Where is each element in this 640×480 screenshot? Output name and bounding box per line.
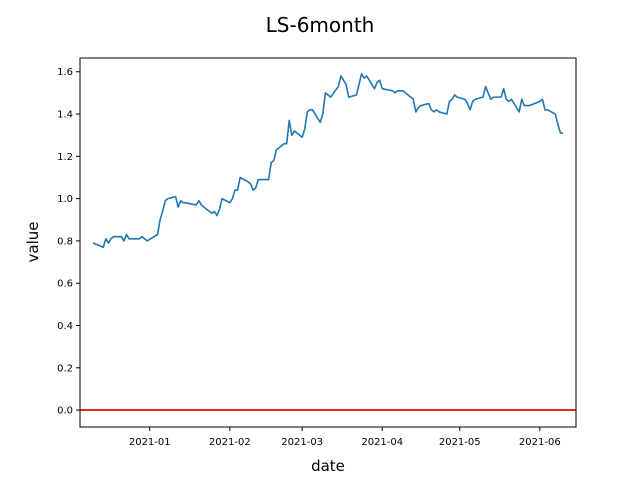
y-tick-label: 0.8: [57, 236, 73, 247]
chart-title: LS-6month: [266, 13, 375, 37]
y-tick-label: 1.4: [57, 110, 73, 121]
x-tick-label: 2021-06: [519, 437, 561, 448]
y-tick-label: 1.6: [57, 67, 73, 78]
plot-area: [80, 73, 576, 411]
x-axis: 2021-01 2021-02 2021-03 2021-04 2021-05 2021-…: [129, 427, 561, 448]
y-tick-label: 1.2: [57, 152, 73, 163]
series-line-0: [92, 73, 564, 249]
x-tick-label: 2021-03: [281, 437, 323, 448]
y-axis-label: value: [24, 222, 42, 263]
y-tick-label: 0.2: [57, 363, 73, 374]
x-tick-label: 2021-02: [209, 437, 251, 448]
y-tick-label: 1.0: [57, 194, 73, 205]
y-axis: 0.0 0.2 0.4 0.6 0.8 1.0 1.2 1.4 1.6: [57, 67, 80, 417]
x-tick-label: 2021-04: [361, 437, 403, 448]
x-axis-label: date: [311, 457, 345, 475]
x-tick-label: 2021-01: [129, 437, 171, 448]
axes-frame: [79, 57, 577, 428]
y-tick-label: 0.0: [57, 406, 73, 417]
x-tick-label: 2021-05: [439, 437, 481, 448]
y-tick-label: 0.4: [57, 321, 73, 332]
y-tick-label: 0.6: [57, 279, 73, 290]
